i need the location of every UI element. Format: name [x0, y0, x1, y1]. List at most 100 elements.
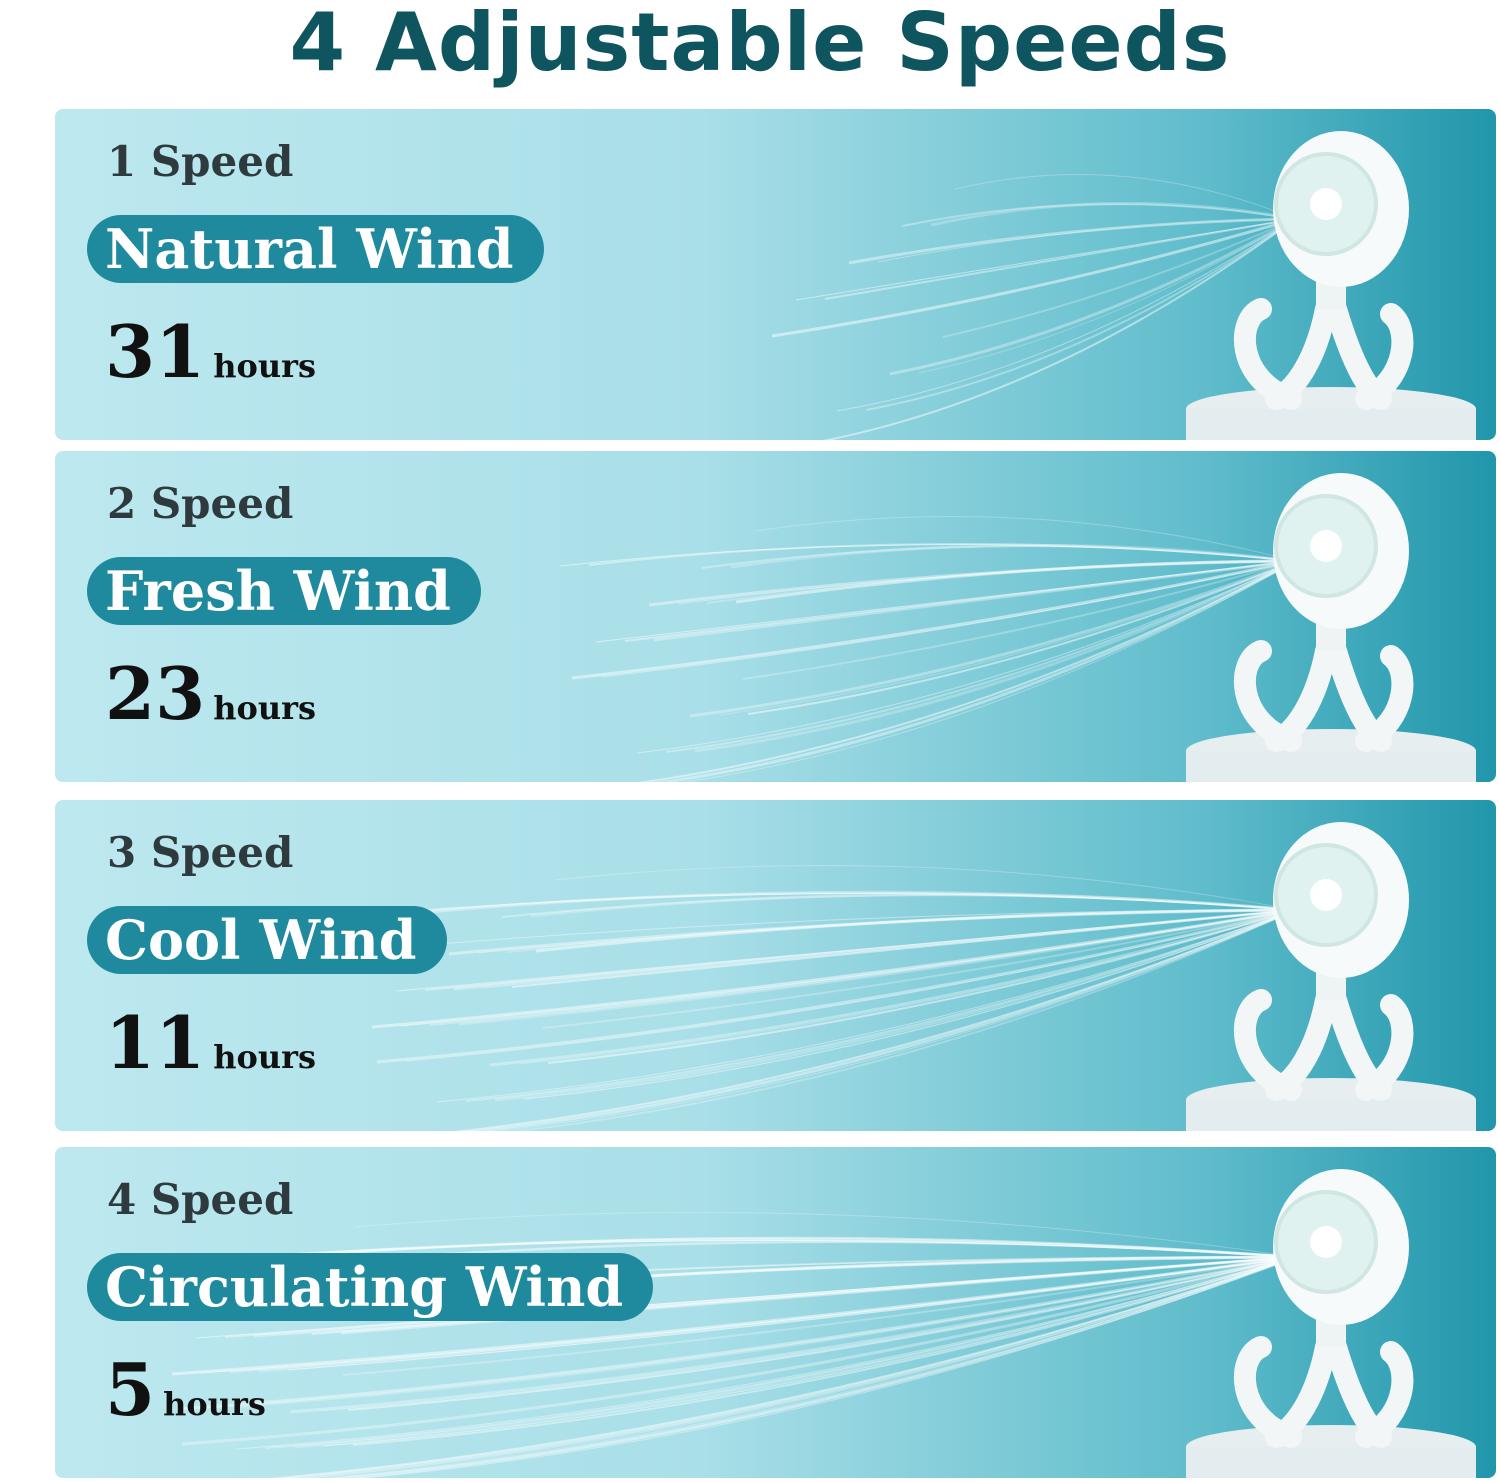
wind-streak	[547, 909, 1296, 1064]
wind-streak	[877, 218, 1296, 263]
wind-streak	[718, 560, 1296, 716]
wind-streaks-illustration	[771, 173, 1296, 440]
wind-streak	[371, 908, 1296, 1029]
wind-mode-badge: Cool Wind	[87, 906, 447, 974]
wind-streak	[848, 217, 1296, 265]
wind-streak	[636, 560, 1296, 754]
wind-streak	[318, 1256, 1296, 1412]
wind-streaks-illustration	[359, 864, 1296, 1131]
wind-streak	[352, 1256, 1296, 1446]
runtime: 31 hours	[105, 309, 316, 394]
wind-streak	[467, 908, 1296, 1131]
wind-streak	[559, 544, 1296, 567]
wind-streak	[865, 218, 1296, 411]
speed-level-label: 1 Speed	[107, 137, 294, 186]
wind-streak	[236, 1256, 1296, 1450]
wind-streak	[542, 909, 1296, 1029]
wind-streak	[253, 1255, 1296, 1338]
wind-streak	[836, 218, 1296, 412]
wind-streak	[330, 1239, 1296, 1265]
wind-streak	[340, 1255, 1296, 1335]
wind-streak	[275, 1236, 1296, 1259]
fan-product-image	[1186, 473, 1476, 782]
fan-product-image	[1186, 131, 1476, 440]
wind-streak	[436, 909, 1296, 1103]
wind-streak	[730, 543, 1296, 569]
wind-streak	[306, 1256, 1296, 1478]
speed-panel: 1 Speed Natural Wind 31 hours	[55, 109, 1496, 440]
runtime-unit: hours	[213, 1038, 316, 1076]
wind-streak	[205, 1256, 1296, 1409]
wind-streak	[195, 1256, 1296, 1339]
wind-streak	[477, 909, 1296, 954]
wind-streak	[689, 559, 1296, 718]
wind-streak	[395, 909, 1296, 992]
wind-streak	[229, 1256, 1296, 1373]
wind-streak	[554, 864, 1296, 911]
wind-streak	[258, 1255, 1296, 1373]
wind-streak	[294, 1255, 1296, 1449]
wind-streak	[188, 1238, 1296, 1262]
wind-streak	[694, 559, 1296, 753]
wind-streak	[648, 559, 1296, 607]
wind-streak	[224, 1256, 1296, 1338]
wind-streak	[265, 1256, 1296, 1449]
wind-streak	[279, 1255, 1296, 1478]
wind-streak	[458, 908, 1296, 1026]
wind-streak	[595, 560, 1296, 643]
wind-streak	[217, 1237, 1296, 1262]
wind-streak	[588, 542, 1296, 566]
speed-level-label: 2 Speed	[107, 479, 294, 528]
wind-streak	[954, 173, 1296, 220]
wind-streak	[530, 892, 1296, 918]
wind-streak	[342, 1256, 1296, 1376]
wind-streak	[181, 1255, 1296, 1446]
wind-streak	[518, 909, 1296, 1065]
wind-streak	[376, 908, 1296, 1064]
wind-streak	[357, 1256, 1296, 1478]
wind-streak	[742, 560, 1296, 680]
wind-streak	[918, 218, 1296, 374]
wind-streak	[400, 909, 1296, 1027]
wind-streak	[465, 909, 1296, 1102]
wind-streak	[535, 908, 1296, 953]
wind-streak	[494, 909, 1296, 1131]
runtime-hours-value: 23	[105, 651, 206, 736]
wind-streak	[494, 908, 1296, 1102]
wind-streak	[795, 218, 1296, 301]
wind-streak	[665, 560, 1296, 753]
wind-streak	[329, 1255, 1296, 1478]
speed-panel: 2 Speed Fresh Wind 23 hours	[55, 451, 1496, 782]
speed-level-label: 4 Speed	[107, 1175, 294, 1224]
wind-streak	[901, 203, 1296, 227]
speed-panel: 3 Speed Cool Wind 11 hours	[55, 800, 1496, 1131]
runtime-hours-value: 11	[105, 1000, 206, 1085]
wind-streak	[317, 1256, 1296, 1478]
wind-streak	[653, 559, 1296, 642]
runtime-unit: hours	[213, 347, 316, 385]
wind-streak	[234, 1256, 1296, 1408]
wind-streak	[930, 201, 1296, 227]
wind-streak	[176, 1255, 1296, 1411]
wind-streak	[600, 560, 1296, 678]
wind-streak	[200, 1256, 1296, 1374]
wind-streak	[448, 908, 1296, 956]
wind-streak	[417, 890, 1296, 915]
wind-streak	[453, 909, 1296, 1131]
runtime-unit: hours	[163, 1385, 266, 1423]
wind-streak	[942, 218, 1296, 338]
wind-streak	[747, 560, 1296, 715]
wind-streak	[706, 560, 1296, 604]
wind-streak	[511, 909, 1296, 988]
runtime-hours-value: 31	[105, 309, 206, 394]
wind-streak	[771, 217, 1296, 338]
runtime: 5 hours	[105, 1347, 266, 1432]
wind-streak	[677, 560, 1296, 605]
wind-streak	[289, 1255, 1296, 1414]
runtime-hours-value: 5	[105, 1347, 156, 1432]
fan-product-image	[1186, 1169, 1476, 1478]
wind-streak	[701, 545, 1296, 569]
wind-streak	[311, 1256, 1296, 1335]
wind-streak	[624, 560, 1296, 642]
wind-streak	[246, 1237, 1296, 1260]
